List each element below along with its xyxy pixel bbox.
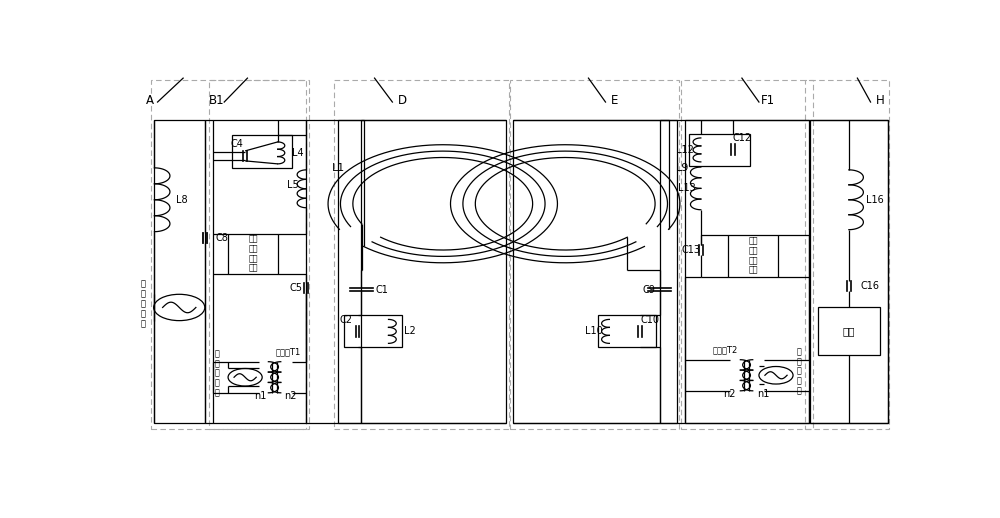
Bar: [228, 234, 278, 274]
Text: 变压器T2: 变压器T2: [712, 346, 737, 354]
Text: L9: L9: [676, 163, 689, 174]
Bar: [338, 120, 506, 423]
Text: 第二
信号
检测
电路: 第二 信号 检测 电路: [249, 235, 258, 272]
Text: C13: C13: [681, 244, 700, 255]
Text: C10: C10: [640, 314, 659, 325]
Bar: [685, 120, 809, 423]
Text: 第
二
信
号
源: 第 二 信 号 源: [797, 348, 802, 395]
Text: E: E: [611, 94, 618, 107]
Bar: [818, 308, 880, 355]
Bar: [510, 80, 679, 429]
Text: 交
流
功
率
源: 交 流 功 率 源: [140, 279, 145, 328]
Text: L12: L12: [676, 145, 694, 155]
Bar: [810, 120, 888, 423]
Text: L1: L1: [332, 163, 345, 174]
Text: L10: L10: [585, 326, 602, 336]
Text: C5: C5: [289, 282, 302, 293]
Text: D: D: [398, 94, 407, 107]
Text: A: A: [146, 94, 154, 107]
Text: L8: L8: [176, 195, 188, 205]
Text: C9: C9: [643, 284, 656, 295]
Text: L4: L4: [292, 148, 303, 158]
Bar: [681, 80, 813, 429]
Text: 第
一
信
号
源: 第 一 信 号 源: [215, 349, 220, 397]
Text: n1: n1: [254, 391, 267, 401]
Text: L2: L2: [404, 326, 416, 336]
Text: F1: F1: [761, 94, 775, 107]
Text: 负载: 负载: [843, 326, 855, 336]
Bar: [805, 80, 889, 429]
Bar: [213, 120, 306, 423]
Bar: [728, 235, 778, 277]
Text: n2: n2: [723, 389, 736, 399]
Text: H: H: [875, 94, 884, 107]
Text: L13: L13: [678, 183, 695, 193]
Bar: [209, 80, 309, 429]
Text: B1: B1: [209, 94, 224, 107]
Bar: [334, 80, 509, 429]
Text: C16: C16: [860, 281, 879, 291]
Bar: [151, 80, 306, 429]
Bar: [512, 120, 677, 423]
Text: n1: n1: [757, 389, 770, 399]
Text: L5: L5: [287, 180, 299, 190]
Bar: [344, 315, 402, 348]
Bar: [689, 134, 750, 166]
Text: n2: n2: [284, 391, 296, 401]
Text: 变压器T1: 变压器T1: [276, 348, 301, 356]
Text: C4: C4: [231, 139, 244, 149]
Bar: [232, 135, 292, 168]
Text: L16: L16: [866, 195, 884, 205]
Text: C1: C1: [375, 284, 388, 295]
Text: 第二
信号
检测
电路: 第二 信号 检测 电路: [748, 237, 758, 275]
Text: C12: C12: [732, 133, 751, 143]
Bar: [154, 120, 205, 423]
Text: C2: C2: [339, 314, 352, 325]
Text: C8: C8: [216, 233, 229, 242]
Bar: [598, 315, 656, 348]
